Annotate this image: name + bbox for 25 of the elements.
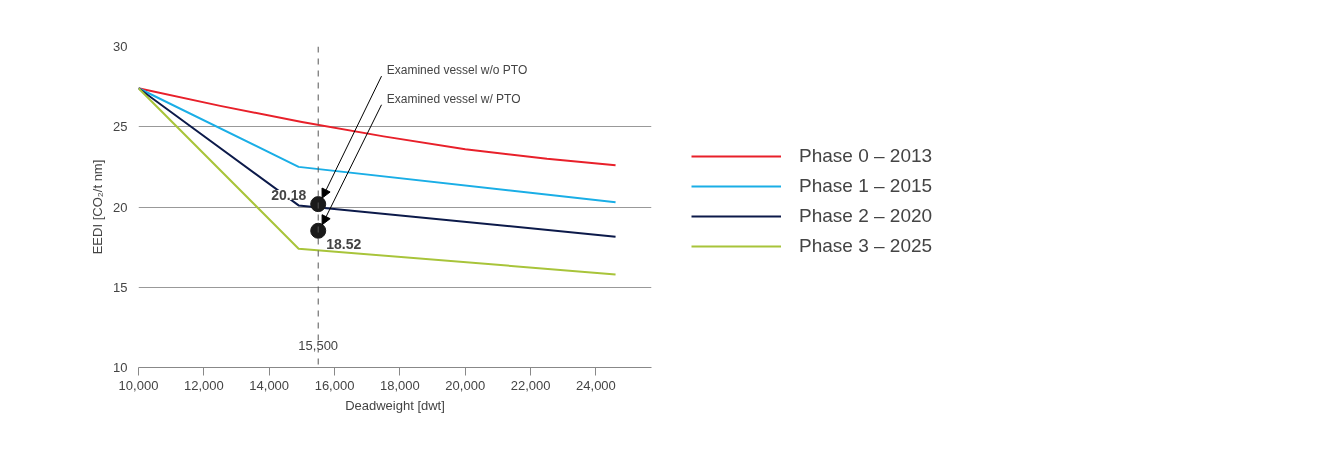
annotation: Examined vessel w/ PTO (386, 91, 521, 106)
y-tick-label: 30 (113, 39, 128, 54)
y-tick-label: 15 (113, 279, 128, 295)
y-tick-label: 20 (113, 199, 128, 215)
x-tick-label: 22,000 (510, 377, 551, 393)
x-tick-label: 24,000 (576, 377, 616, 393)
legend-label: Phase 3 – 2025 (799, 235, 933, 257)
x-tick-label: 14,000 (249, 377, 290, 393)
legend-label: Phase 2 – 2020 (799, 205, 933, 227)
y-tick-label: 10 (113, 360, 128, 375)
data-label: 20.18 (271, 187, 307, 204)
x-tick-label: 16,000 (314, 377, 355, 393)
x-axis-title: Deadweight [dwt] (345, 397, 445, 413)
x-tick-label: 12,000 (183, 377, 224, 393)
x-tick-label: 20,000 (445, 377, 486, 393)
annotation: Examined vessel w/o PTO (386, 63, 528, 78)
y-axis-title: EEDI [CO₂/t nm] (90, 159, 106, 255)
legend-label: Phase 0 – 2013 (799, 145, 933, 167)
line-series (138, 87, 617, 167)
ref-line-label: 15,500 (298, 337, 339, 353)
legend-label: Phase 1 – 2015 (799, 175, 933, 197)
data-label: 18.52 (326, 235, 362, 252)
x-tick-label: 10,000 (118, 377, 159, 393)
y-tick-label: 25 (113, 119, 128, 135)
x-tick-label: 18,000 (380, 377, 420, 393)
